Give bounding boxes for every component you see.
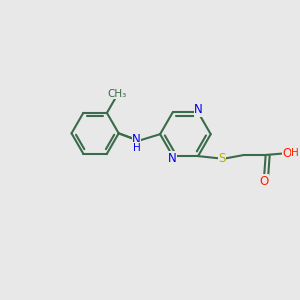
Text: S: S [218, 152, 226, 165]
Text: O: O [260, 175, 269, 188]
Text: N: N [168, 152, 177, 165]
Text: N: N [194, 103, 203, 116]
Text: H: H [133, 143, 140, 153]
Text: O: O [282, 147, 292, 160]
Text: H: H [291, 148, 299, 158]
Text: CH₃: CH₃ [107, 88, 127, 99]
Text: N: N [132, 133, 141, 146]
